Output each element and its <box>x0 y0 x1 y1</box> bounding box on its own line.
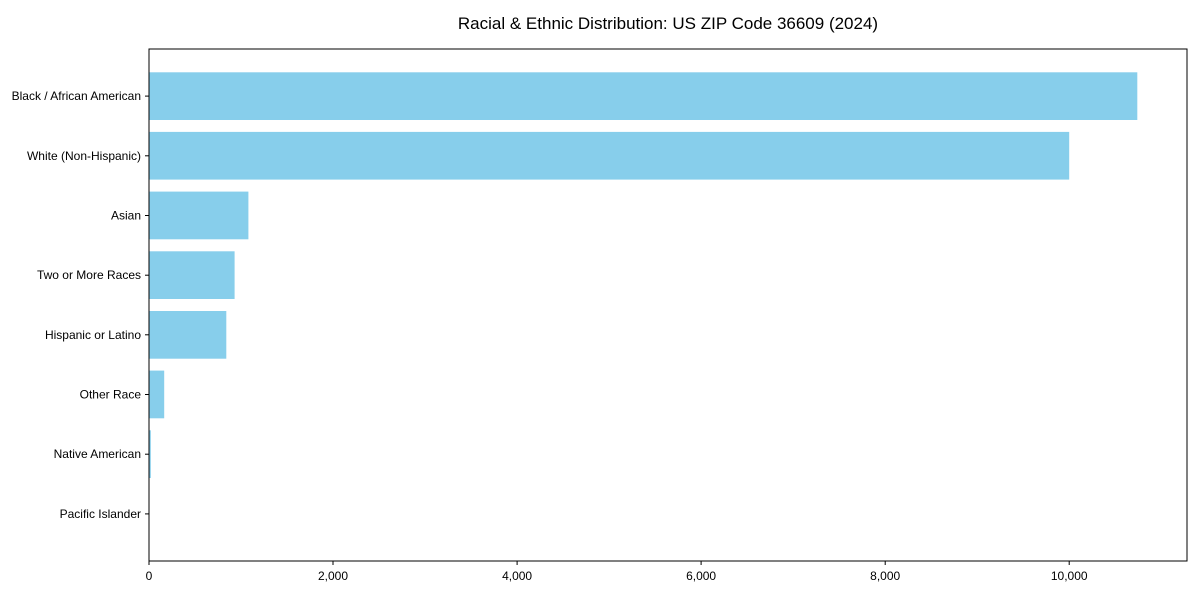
x-tick-label-6000: 6,000 <box>686 569 716 583</box>
bar-white-non-hispanic <box>149 131 1070 180</box>
chart-title: Racial & Ethnic Distribution: US ZIP Cod… <box>458 14 878 33</box>
bar-hispanic-or-latino <box>149 311 227 359</box>
y-tick-label-other-race: Other Race <box>80 388 142 402</box>
bar-two-or-more-races <box>149 251 235 299</box>
bar-asian <box>149 191 249 240</box>
x-tick-label-4000: 4,000 <box>502 569 532 583</box>
y-tick-label-asian: Asian <box>111 209 141 223</box>
y-tick-label-white-non-hispanic: White (Non-Hispanic) <box>27 149 141 163</box>
axis-layer: Black / African American White (Non-Hispa… <box>12 89 1088 583</box>
y-tick-label-black-african-american: Black / African American <box>12 89 141 103</box>
y-tick-label-hispanic-or-latino: Hispanic or Latino <box>45 328 141 342</box>
x-tick-label-8000: 8,000 <box>870 569 900 583</box>
x-tick-label-2000: 2,000 <box>318 569 348 583</box>
y-tick-label-pacific-islander: Pacific Islander <box>60 507 141 521</box>
plot-border <box>148 48 1188 562</box>
bars-layer <box>149 72 1138 478</box>
bar-black-african-american <box>149 72 1138 120</box>
x-tick-label-10000: 10,000 <box>1051 569 1088 583</box>
x-tick-label-0: 0 <box>146 569 153 583</box>
y-tick-label-native-american: Native American <box>54 447 141 461</box>
y-tick-label-two-or-more-races: Two or More Races <box>37 268 141 282</box>
bar-other-race <box>149 370 165 419</box>
bar-native-american <box>149 430 151 478</box>
